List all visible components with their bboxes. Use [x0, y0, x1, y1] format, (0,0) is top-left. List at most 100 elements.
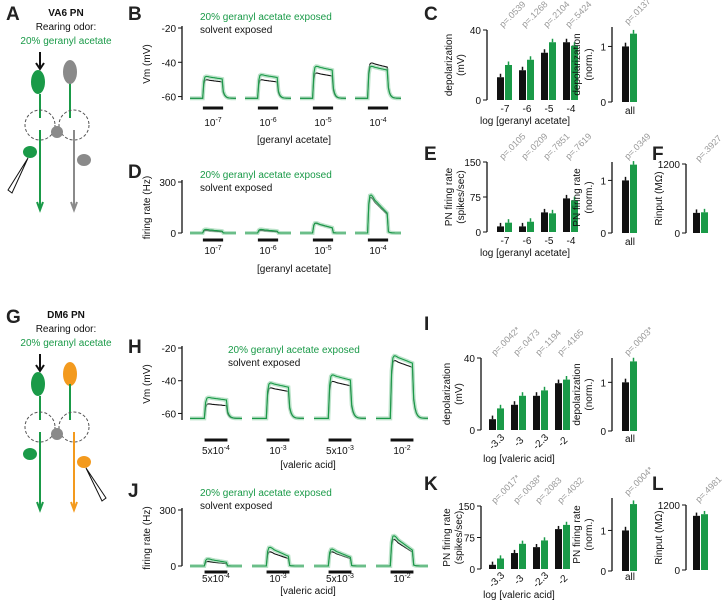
rearing-label-g: Rearing odor: — [36, 324, 97, 335]
y-axis-label: Vm (mV) — [142, 44, 153, 83]
legend-solvent-j: solvent exposed — [200, 501, 272, 512]
y-axis-label: depolarization — [572, 33, 583, 95]
bar-exposed — [563, 524, 570, 569]
x-tick-label: -3.3 — [487, 570, 507, 590]
y-axis-label: depolarization — [572, 363, 583, 425]
trace-sem-band — [300, 64, 346, 101]
trace-sem-band — [252, 380, 305, 421]
x-tick-label: -4 — [567, 104, 576, 115]
bar-exposed — [630, 164, 637, 233]
bar-exposed — [497, 408, 504, 430]
bar-exposed — [541, 390, 548, 430]
y-axis-label: (norm.) — [584, 518, 595, 550]
bar-exposed — [549, 213, 556, 232]
trace-exposed — [252, 382, 305, 419]
y-tick-label: 1 — [600, 176, 606, 187]
trace-exposed — [355, 194, 401, 234]
stimulus-label: 10-3 — [269, 573, 286, 585]
bar-exposed — [541, 540, 548, 569]
y-axis-label: (norm.) — [584, 181, 595, 213]
y-axis-label: PN firing rate — [572, 505, 583, 564]
bar-solvent — [563, 42, 570, 100]
bar-exposed — [527, 221, 534, 232]
y-tick-label: 300 — [159, 506, 176, 517]
y-axis-label: Rinput (MΩ) — [654, 510, 665, 564]
trace-exposed — [300, 222, 346, 234]
panel-label-d: D — [128, 162, 142, 183]
x-axis-label: [valeric acid] — [280, 586, 336, 597]
y-tick-label: 0 — [469, 565, 475, 576]
legend-exposed-h: 20% geranyl acetate exposed — [228, 345, 360, 356]
bar-solvent — [533, 547, 540, 569]
y-tick-label: -20 — [162, 24, 177, 35]
bar-solvent — [497, 226, 504, 232]
y-tick-label: -40 — [162, 58, 177, 69]
neuron-type-g: DM6 PN — [47, 310, 85, 321]
rearing-odor-g: 20% geranyl acetate — [20, 338, 112, 349]
trace-exposed — [252, 546, 304, 567]
x-axis-label: log [geranyl acetate] — [480, 248, 570, 259]
bar-solvent — [693, 515, 700, 570]
trace-exposed — [190, 228, 236, 234]
y-tick-label: 0 — [600, 229, 606, 240]
legend-exposed-b: 20% geranyl acetate exposed — [200, 12, 332, 23]
y-tick-label: -40 — [162, 377, 177, 388]
trace-solvent — [190, 79, 236, 99]
stimulus-label: 10-5 — [314, 245, 331, 257]
bar-solvent — [497, 77, 504, 100]
y-tick-label: -60 — [162, 93, 177, 104]
stimulus-label: 10-4 — [369, 117, 386, 129]
bar-exposed — [549, 42, 556, 100]
y-tick-label: 1200 — [658, 501, 681, 512]
trace-exposed — [245, 74, 291, 99]
bar-exposed — [563, 379, 570, 430]
pn-soma-green — [23, 146, 37, 158]
bar-exposed — [519, 543, 526, 569]
y-tick-label: 0 — [674, 229, 680, 240]
panel-label-l: L — [652, 474, 664, 495]
x-axis-label: [geranyl acetate] — [257, 264, 331, 275]
bar-exposed — [630, 504, 637, 571]
x-tick-label: -4 — [567, 236, 576, 247]
bar-solvent — [622, 46, 629, 102]
p-value: p=.4981 — [693, 474, 723, 504]
x-tick-label: -2.3 — [531, 432, 551, 452]
trace-solvent — [376, 360, 428, 419]
trace-exposed — [300, 65, 346, 99]
arrow-down-icon — [35, 52, 45, 71]
y-axis-label: PN firing rate — [442, 508, 453, 567]
circuit-diagram-g — [23, 354, 107, 513]
trace-sem-band — [190, 395, 242, 421]
stimulus-label: 10-7 — [204, 117, 221, 129]
trace-exposed — [376, 355, 428, 419]
x-tick-label: -7 — [501, 104, 510, 115]
bar-solvent — [555, 529, 562, 569]
p-value: p=.0004* — [622, 464, 655, 497]
y-axis-label: depolarization — [442, 363, 453, 425]
trace-solvent — [252, 551, 304, 567]
trace-exposed — [314, 374, 366, 419]
x-axis-label: log [valeric acid] — [483, 590, 555, 601]
y-tick-label: 0 — [469, 426, 475, 437]
panel-label-i: I — [424, 314, 429, 335]
rearing-odor-a: 20% geranyl acetate — [20, 36, 112, 47]
y-tick-label: 150 — [464, 158, 481, 169]
bar-solvent — [511, 404, 518, 430]
legend-exposed-j: 20% geranyl acetate exposed — [200, 488, 332, 499]
bar-solvent — [563, 198, 570, 232]
bar-solvent — [622, 180, 629, 233]
y-tick-label: 1 — [600, 526, 606, 537]
trace-exposed — [245, 228, 291, 234]
bar-solvent — [693, 212, 700, 233]
stimulus-label: 10-4 — [369, 245, 386, 257]
electrode-icon — [85, 467, 107, 502]
bar-exposed — [505, 65, 512, 100]
y-axis-label: (mV) — [456, 54, 467, 76]
bar-solvent — [489, 419, 496, 430]
rearing-label-a: Rearing odor: — [36, 22, 97, 33]
trace-sem-band — [376, 353, 428, 421]
trace-solvent — [300, 72, 346, 99]
trace-sem-band — [245, 72, 291, 101]
bar-exposed — [505, 222, 512, 232]
y-tick-label: 40 — [464, 354, 476, 365]
